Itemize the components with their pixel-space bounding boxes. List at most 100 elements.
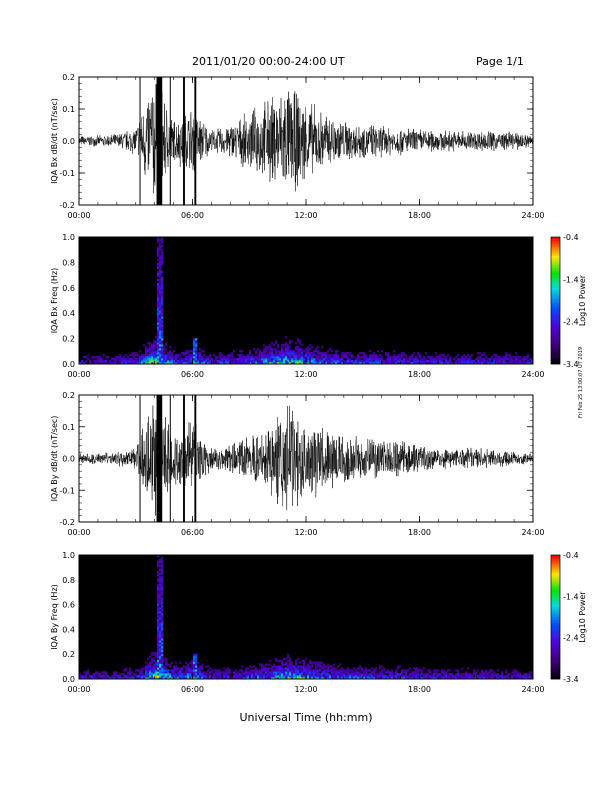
spectro-cell <box>443 356 446 359</box>
spectro-cell <box>93 362 96 365</box>
spectro-cell <box>105 675 108 678</box>
spectro-cell <box>159 302 162 305</box>
spectro-cell <box>393 356 396 359</box>
spectro-cell <box>279 350 282 353</box>
spectro-cell <box>425 677 428 680</box>
spectro-cell <box>173 360 176 363</box>
spectro-cell <box>391 671 394 674</box>
spectro-cell <box>159 332 162 335</box>
spectro-cell <box>483 675 486 678</box>
spectro-cell <box>229 669 232 672</box>
spectro-cell <box>251 673 254 676</box>
spectro-cell <box>317 362 320 365</box>
spectro-cell <box>271 348 274 351</box>
spectro-cell <box>217 669 220 672</box>
spectro-cell <box>339 360 342 363</box>
spectro-cell <box>127 358 130 361</box>
spectro-cell <box>151 673 154 676</box>
spectro-cell <box>435 362 438 365</box>
spectro-cell <box>273 669 276 672</box>
spectro-cell <box>193 669 196 672</box>
spectro-cell <box>199 673 202 676</box>
spectro-cell <box>327 358 330 361</box>
spectro-cell <box>271 665 274 668</box>
spectro-cell <box>393 350 396 353</box>
spectro-cell <box>209 356 212 359</box>
spectro-cell <box>161 665 164 668</box>
colorbar-swatch <box>551 247 560 250</box>
spectro-cell <box>141 671 144 674</box>
spectro-cell <box>193 659 196 662</box>
spectro-cell <box>297 675 300 678</box>
spectro-cell <box>525 677 528 680</box>
spectro-cell <box>301 352 304 355</box>
spectro-cell <box>341 360 344 363</box>
spectro-cell <box>267 354 270 357</box>
spectro-cell <box>261 669 264 672</box>
spectro-cell <box>249 360 252 363</box>
spectro-cell <box>101 358 104 361</box>
spectro-cell <box>281 665 284 668</box>
spectro-cell <box>377 677 380 680</box>
colorbar-swatch <box>551 608 560 612</box>
spectro-cell <box>319 665 322 668</box>
spectro-cell <box>495 362 498 365</box>
spectro-cell <box>297 358 300 361</box>
spectro-cell <box>419 669 422 672</box>
spectro-cell <box>443 677 446 680</box>
spectro-cell <box>195 669 198 672</box>
spectro-cell <box>157 252 160 256</box>
colorbar-swatch <box>551 319 560 322</box>
spectro-cell <box>161 628 164 631</box>
spectro-cell <box>323 671 326 674</box>
colorbar-swatch <box>551 294 560 297</box>
spectro-cell <box>227 669 230 672</box>
spectro-cell <box>165 673 168 676</box>
spectro-cell <box>155 350 158 353</box>
colorbar-swatch <box>551 292 560 295</box>
spectro-cell <box>151 659 154 662</box>
spectro-cell <box>275 659 278 662</box>
spectro-cell <box>519 673 522 676</box>
spectro-cell <box>287 677 290 680</box>
spectro-cell <box>219 677 222 680</box>
spectro-cell <box>399 675 402 678</box>
spectro-cell <box>519 362 522 365</box>
spectro-cell <box>279 675 282 678</box>
spectro-cell <box>259 671 262 674</box>
spectro-cell <box>157 636 160 639</box>
spectro-cell <box>523 362 526 365</box>
spectro-cell <box>161 346 164 349</box>
spectro-cell <box>161 601 164 604</box>
spectro-cell <box>213 675 216 678</box>
spectro-cell <box>341 669 344 672</box>
spectro-cell <box>171 360 174 363</box>
spectro-cell <box>289 340 292 343</box>
spectro-cell <box>245 673 248 676</box>
spectro-cell <box>293 350 296 353</box>
spectro-cell <box>173 350 176 353</box>
spectro-cell <box>499 358 502 361</box>
spectro-cell <box>419 675 422 678</box>
spectro-cell <box>393 677 396 680</box>
spectro-cell <box>243 360 246 363</box>
spectro-cell <box>347 352 350 355</box>
spectro-cell <box>145 362 148 365</box>
spectro-cell <box>173 667 176 670</box>
spectro-cell <box>479 675 482 678</box>
spectro-cell <box>431 360 434 363</box>
spectro-cell <box>339 663 342 666</box>
spectro-cell <box>125 677 128 680</box>
spectro-cell <box>159 584 162 587</box>
spectro-cell <box>457 671 460 674</box>
spectro-cell <box>373 356 376 359</box>
spectro-cell <box>321 346 324 349</box>
spectro-cell <box>529 362 532 365</box>
spectro-cell <box>469 673 472 676</box>
spectro-cell <box>147 362 150 365</box>
spectro-cell <box>313 354 316 357</box>
spectro-cell <box>271 360 274 363</box>
spectro-cell <box>303 659 306 662</box>
spectro-cell <box>283 657 286 660</box>
spectro-cell <box>159 288 162 291</box>
